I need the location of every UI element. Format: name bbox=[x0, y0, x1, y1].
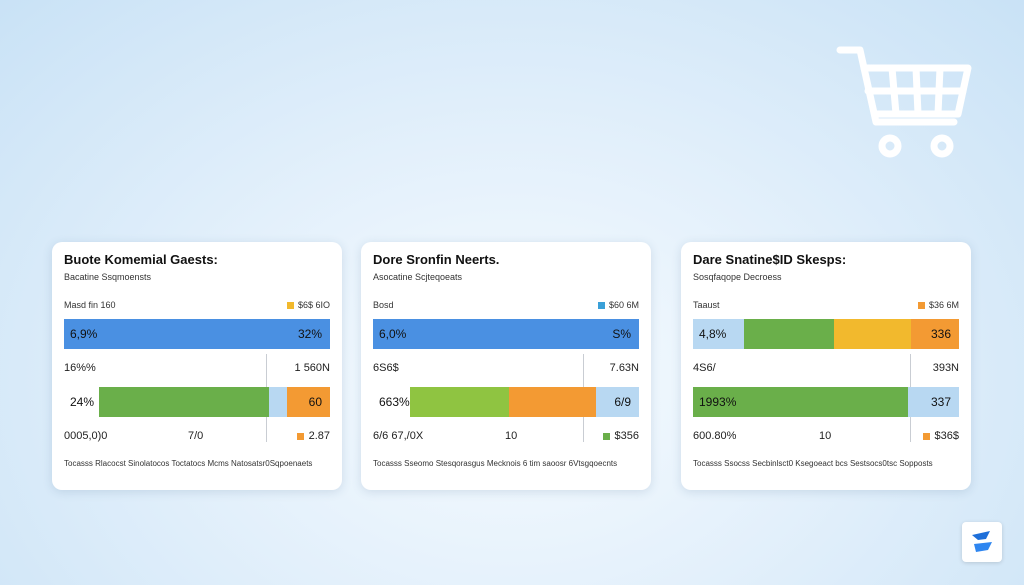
top-bar-segment bbox=[911, 319, 959, 349]
top-bar-right-label: 336 bbox=[930, 327, 951, 341]
bottom-bar-segment bbox=[268, 387, 288, 417]
bottom-bar-segment bbox=[908, 387, 959, 417]
legend-swatch bbox=[597, 301, 605, 309]
top-bar: 4,8% 336 bbox=[693, 319, 959, 349]
bottom-bar-segment bbox=[508, 387, 597, 417]
foot-row: 0005,0)0 7/0 2.87 bbox=[64, 430, 330, 446]
mid-row: 6S6$ 7.63N bbox=[373, 362, 639, 378]
chart-title: Dare Snatine$ID Skesps: bbox=[693, 252, 847, 267]
foot-swatch bbox=[296, 432, 304, 440]
foot-right-value: $356 bbox=[614, 430, 639, 442]
top-bar-segment bbox=[743, 319, 834, 349]
foot-legend: $36$ bbox=[922, 430, 959, 442]
bottom-bar-right-label: 6/9 bbox=[614, 395, 631, 409]
bottom-bar-right-label: 60 bbox=[308, 395, 322, 409]
bottom-bar-segment bbox=[98, 387, 269, 417]
bottom-bar-segment bbox=[287, 387, 330, 417]
foot-left-value: 0005,0)0 bbox=[64, 430, 108, 442]
chart-card-3: Dare Snatine$ID Skesps: Sosqfaqope Decro… bbox=[681, 242, 971, 490]
foot-right-value: $36$ bbox=[934, 430, 959, 442]
meta-left-label: Masd fin 160 bbox=[64, 300, 116, 310]
top-bar-right-label: S% bbox=[612, 327, 631, 341]
mid-left-value: 6S6$ bbox=[373, 362, 399, 374]
bottom-bar: 1993% 337 bbox=[693, 387, 959, 417]
foot-left-value: 600.80% bbox=[693, 430, 737, 442]
foot-swatch bbox=[922, 432, 930, 440]
mid-right-value: 7.63N bbox=[609, 362, 639, 374]
mid-row: 16%% 1 560N bbox=[64, 362, 330, 378]
chart-title: Dore Sronfin Neerts. bbox=[373, 252, 500, 267]
top-bar: 6,0% S% bbox=[373, 319, 639, 349]
legend-item: $6$ 6IO bbox=[286, 300, 330, 310]
foot-right-value: 2.87 bbox=[308, 430, 330, 442]
legend-label: $36 6M bbox=[928, 300, 959, 310]
top-bar-segment bbox=[833, 319, 912, 349]
bottom-bar-segment bbox=[693, 387, 909, 417]
bottom-bar-segment bbox=[596, 387, 639, 417]
top-bar-segment bbox=[693, 319, 744, 349]
top-bar-left-label: 6,9% bbox=[70, 327, 98, 341]
top-bar-right-label: 32% bbox=[297, 327, 322, 341]
foot-legend: 2.87 bbox=[296, 430, 330, 442]
mid-left-value: 16%% bbox=[64, 362, 96, 374]
mid-right-value: 393N bbox=[932, 362, 959, 374]
bottom-bar-segment bbox=[373, 387, 411, 417]
foot-swatch bbox=[602, 432, 610, 440]
top-bar-segment bbox=[373, 319, 639, 349]
bottom-bar-left-label: 1993% bbox=[699, 395, 737, 409]
legend-item: $60 6M bbox=[597, 300, 639, 310]
legend-label: $60 6M bbox=[608, 300, 639, 310]
chart-title: Buote Komemial Gaests: bbox=[64, 252, 218, 267]
foot-legend: $356 bbox=[602, 430, 639, 442]
top-bar: 6,9% 32% bbox=[64, 319, 330, 349]
foot-mid-value: 10 bbox=[819, 430, 832, 442]
bottom-bar-left-label: 663% bbox=[379, 395, 410, 409]
meta-left-label: Bosd bbox=[373, 300, 394, 310]
footnote: Tocasss Ssocss Secbinlsct0 Ksegoeact bcs… bbox=[693, 459, 933, 468]
bottom-bar: 663% 6/9 bbox=[373, 387, 639, 417]
chart-subtitle: Bacatine Ssqmoensts bbox=[64, 272, 152, 282]
bottom-bar-left-label: 24% bbox=[70, 395, 95, 409]
meta-left-label: Taaust bbox=[693, 300, 720, 310]
chart-card-2: Dore Sronfin Neerts. Asocatine Scjteqoea… bbox=[361, 242, 651, 490]
foot-left-value: 6/6 67,/0X bbox=[373, 430, 424, 442]
chart-subtitle: Sosqfaqope Decroess bbox=[693, 272, 782, 282]
mid-right-value: 1 560N bbox=[294, 362, 330, 374]
brand-logo-icon bbox=[962, 522, 1002, 562]
top-bar-left-label: 6,0% bbox=[379, 327, 407, 341]
legend-swatch bbox=[286, 301, 294, 309]
top-bar-segment bbox=[64, 319, 330, 349]
top-bar-left-label: 4,8% bbox=[699, 327, 727, 341]
bottom-bar-segment bbox=[64, 387, 99, 417]
foot-mid-value: 7/0 bbox=[188, 430, 204, 442]
legend-swatch bbox=[917, 301, 925, 309]
chart-card-1: Buote Komemial Gaests: Bacatine Ssqmoens… bbox=[52, 242, 342, 490]
legend-item: $36 6M bbox=[917, 300, 959, 310]
foot-row: 600.80% 10 $36$ bbox=[693, 430, 959, 446]
foot-mid-value: 10 bbox=[505, 430, 518, 442]
foot-row: 6/6 67,/0X 10 $356 bbox=[373, 430, 639, 446]
bottom-bar-right-label: 337 bbox=[930, 395, 951, 409]
mid-left-value: 4S6/ bbox=[693, 362, 716, 374]
bottom-bar-segment bbox=[410, 387, 509, 417]
mid-row: 4S6/ 393N bbox=[693, 362, 959, 378]
footnote: Tocasss Sseomo Stesqorasgus Mecknois 6 t… bbox=[373, 459, 618, 468]
legend-label: $6$ 6IO bbox=[297, 300, 330, 310]
shopping-cart-icon bbox=[836, 46, 972, 158]
chart-subtitle: Asocatine Scjteqoeats bbox=[373, 272, 463, 282]
bottom-bar: 24% 60 bbox=[64, 387, 330, 417]
footnote: Tocasss Rlacocst Sinolatocos Toctatocs M… bbox=[64, 459, 313, 468]
